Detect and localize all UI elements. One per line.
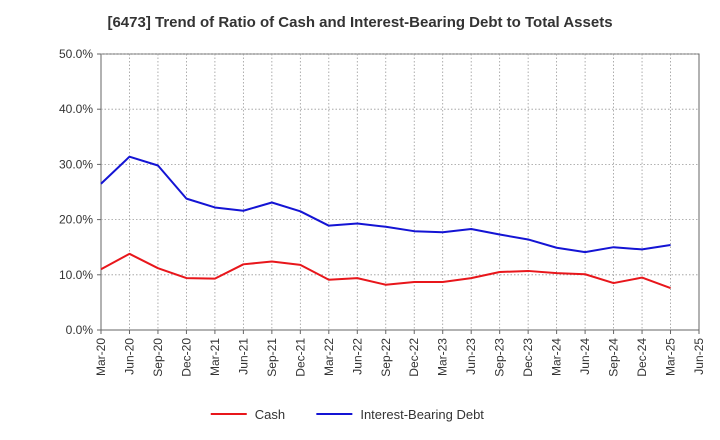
y-tick-label: 10.0% xyxy=(59,268,93,282)
y-tick-label: 0.0% xyxy=(66,323,94,337)
y-tick-label: 20.0% xyxy=(59,213,93,227)
chart-title: [6473] Trend of Ratio of Cash and Intere… xyxy=(107,14,613,31)
x-tick-label: Sep-24 xyxy=(607,338,621,377)
x-tick-label: Dec-24 xyxy=(635,338,649,377)
x-tick-label: Sep-21 xyxy=(265,338,279,377)
series-line-interest-bearing-debt xyxy=(100,155,671,254)
legend-item: Interest-Bearing Debt xyxy=(316,407,484,422)
y-tick-label: 30.0% xyxy=(59,157,93,171)
x-tick-label: Jun-21 xyxy=(236,338,250,375)
x-tick-label: Jun-20 xyxy=(122,338,136,375)
x-tick-label: Mar-20 xyxy=(94,338,108,376)
legend-label: Cash xyxy=(255,407,285,422)
legend-item: Cash xyxy=(210,407,285,422)
x-tick-label: Dec-21 xyxy=(293,338,307,377)
x-tick-label: Dec-22 xyxy=(407,338,421,377)
x-tick-label: Sep-20 xyxy=(151,338,165,377)
x-tick-label: Mar-22 xyxy=(322,338,336,376)
y-tick-label: 50.0% xyxy=(59,47,93,61)
x-tick-label: Dec-23 xyxy=(521,338,535,377)
x-tick-label: Jun-25 xyxy=(692,338,706,375)
x-tick-label: Sep-23 xyxy=(493,338,507,377)
y-tick-label: 40.0% xyxy=(59,102,93,116)
x-tick-label: Mar-25 xyxy=(664,338,678,376)
x-tick-label: Jun-22 xyxy=(350,338,364,375)
x-tick-label: Dec-20 xyxy=(179,338,193,377)
x-tick-label: Mar-23 xyxy=(436,338,450,376)
series-line-cash xyxy=(100,252,671,289)
x-tick-label: Jun-24 xyxy=(578,338,592,375)
x-tick-label: Jun-23 xyxy=(464,338,478,375)
x-tick-label: Mar-24 xyxy=(550,338,564,376)
plot-area xyxy=(100,53,700,331)
x-tick-label: Mar-21 xyxy=(208,338,222,376)
legend-label: Interest-Bearing Debt xyxy=(360,407,484,422)
x-tick-label: Sep-22 xyxy=(379,338,393,377)
